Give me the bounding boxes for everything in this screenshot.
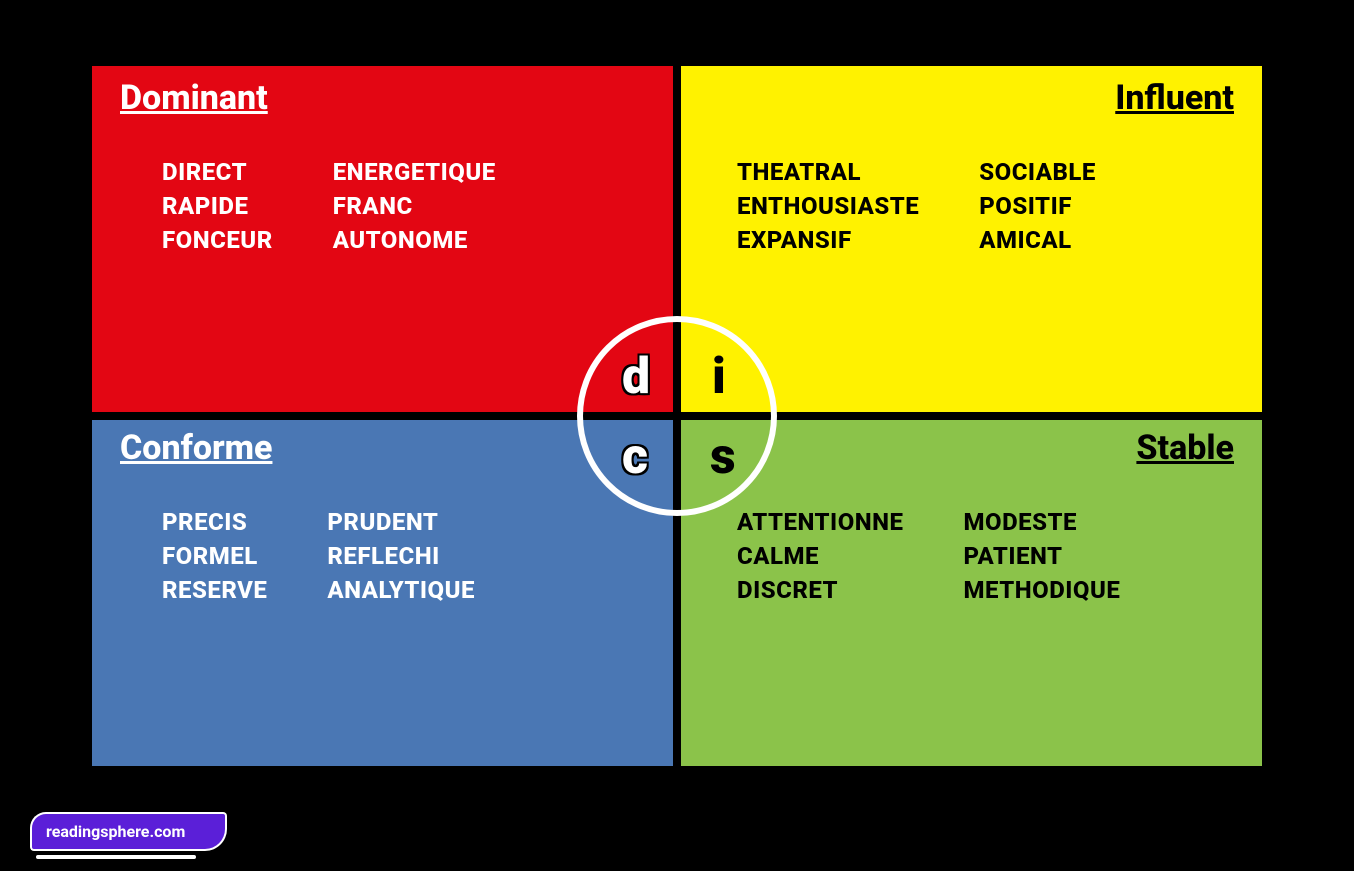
trait: ENERGETIQUE (333, 158, 496, 186)
watermark-text: readingsphere.com (30, 812, 203, 851)
trait: SOCIABLE (979, 158, 1096, 186)
disc-letter-s: s (710, 432, 736, 482)
traits-dominant: DIRECT RAPIDE FONCEUR ENERGETIQUE FRANC … (162, 158, 496, 254)
traits-conforme: PRECIS FORMEL RESERVE PRUDENT REFLECHI A… (162, 508, 475, 604)
quadrant-stable: Stable ATTENTIONNE CALME DISCRET MODESTE… (677, 416, 1262, 766)
arrow-right-icon (1276, 404, 1298, 428)
quadrant-title-stable: Stable (1136, 428, 1234, 468)
trait: ANALYTIQUE (327, 576, 475, 604)
quadrant-title-conforme: Conforme (120, 428, 272, 468)
trait: POSITIF (979, 192, 1096, 220)
arrow-down-icon (665, 780, 689, 802)
trait: FRANC (333, 192, 496, 220)
trait: RAPIDE (162, 192, 273, 220)
trait: RESERVE (162, 576, 267, 604)
trait: MODESTE (964, 508, 1121, 536)
trait: FONCEUR (162, 226, 273, 254)
watermark-tail (203, 812, 227, 851)
traits-stable: ATTENTIONNE CALME DISCRET MODESTE PATIEN… (737, 508, 1120, 604)
disc-letter-i: i (712, 352, 726, 402)
quadrant-conforme: Conforme PRECIS FORMEL RESERVE PRUDENT R… (92, 416, 677, 766)
trait: DISCRET (737, 576, 904, 604)
trait: CALME (737, 542, 904, 570)
trait: THEATRAL (737, 158, 919, 186)
trait: AMICAL (979, 226, 1096, 254)
trait: DIRECT (162, 158, 273, 186)
trait: PRUDENT (327, 508, 475, 536)
arrow-left-icon (56, 404, 78, 428)
trait: PATIENT (964, 542, 1121, 570)
quadrant-title-dominant: Dominant (120, 78, 268, 118)
vertical-axis (673, 46, 681, 786)
traits-influent: THEATRAL ENTHOUSIASTE EXPANSIF SOCIABLE … (737, 158, 1096, 254)
disc-letter-d: d (622, 352, 650, 402)
trait: PRECIS (162, 508, 267, 536)
watermark-underline (36, 855, 196, 859)
watermark-badge: readingsphere.com (30, 812, 227, 851)
quadrant-dominant: Dominant DIRECT RAPIDE FONCEUR ENERGETIQ… (92, 66, 677, 416)
trait: ENTHOUSIASTE (737, 192, 919, 220)
arrow-up-icon (665, 30, 689, 52)
quadrant-title-influent: Influent (1115, 78, 1234, 118)
trait: ATTENTIONNE (737, 508, 904, 536)
trait: METHODIQUE (964, 576, 1121, 604)
trait: EXPANSIF (737, 226, 919, 254)
trait: FORMEL (162, 542, 267, 570)
quadrant-influent: Influent THEATRAL ENTHOUSIASTE EXPANSIF … (677, 66, 1262, 416)
trait: REFLECHI (327, 542, 475, 570)
disc-letter-c: c (622, 432, 648, 482)
trait: AUTONOME (333, 226, 496, 254)
